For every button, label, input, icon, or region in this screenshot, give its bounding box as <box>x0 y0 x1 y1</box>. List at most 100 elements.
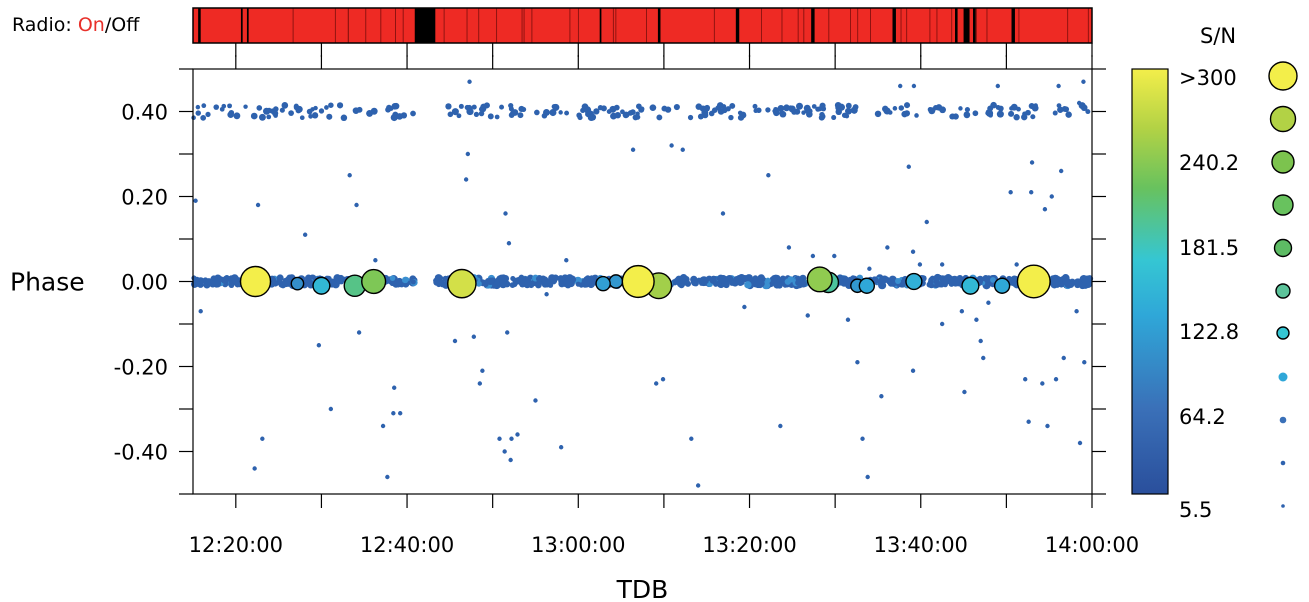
scatter-point <box>744 281 752 289</box>
scatter-point <box>1063 279 1071 287</box>
scatter-point <box>517 112 524 119</box>
scatter-point <box>250 112 258 120</box>
high-sn-point <box>905 272 923 291</box>
scatter-point <box>995 83 1001 89</box>
scatter-point <box>771 274 778 282</box>
scatter-point <box>805 313 810 318</box>
scatter-point <box>483 102 490 109</box>
scatter-point <box>552 103 560 111</box>
scatter-point <box>227 111 234 118</box>
scatter-point <box>776 281 783 289</box>
colorbar-title: S/N <box>1200 24 1236 48</box>
scatter-point <box>316 343 322 348</box>
scatter-point <box>886 279 892 285</box>
scatter-point <box>990 277 996 283</box>
scatter-point <box>986 300 991 305</box>
scatter-point <box>811 104 817 109</box>
y-tick-label: 0.00 <box>121 271 168 295</box>
scatter-point <box>205 111 211 118</box>
scatter-point <box>1082 360 1087 365</box>
scatter-point <box>721 104 727 110</box>
scatter-point <box>463 177 469 182</box>
high-sn-point <box>858 277 876 294</box>
scatter-point <box>582 277 590 286</box>
scatter-point <box>233 112 241 120</box>
scatter-point <box>963 111 969 117</box>
scatter-point <box>639 106 645 111</box>
high-sn-point <box>621 264 655 299</box>
scatter-point <box>910 249 916 254</box>
scatter-point <box>860 436 865 441</box>
scatter-point <box>779 110 785 116</box>
scatter-point <box>914 113 919 118</box>
high-sn-point <box>239 265 272 298</box>
scatter-point <box>845 317 851 322</box>
scatter-point <box>396 113 403 120</box>
scatter-point <box>395 278 403 286</box>
scatter-point <box>270 279 278 287</box>
scatter-point <box>302 232 308 237</box>
scatter-point <box>228 282 235 289</box>
scatter-point <box>765 277 771 284</box>
scatter-point <box>1029 160 1035 165</box>
scatter-point <box>497 436 502 441</box>
scatter-point <box>939 106 946 114</box>
scatter-point <box>380 423 386 429</box>
scatter-point <box>810 253 816 259</box>
scatter-point <box>214 280 222 288</box>
scatter-point <box>373 258 378 263</box>
scatter-point <box>987 105 994 112</box>
colorbar-tick-label: 122.8 <box>1179 320 1239 344</box>
scatter-point <box>258 113 266 121</box>
scatter-point <box>1010 103 1018 111</box>
scatter-point <box>392 102 400 110</box>
scatter-point <box>673 104 680 111</box>
scatter-point <box>306 108 313 115</box>
scatter-point <box>901 110 908 118</box>
scatter-point <box>910 368 916 373</box>
scatter-point <box>193 198 198 203</box>
scatter-point <box>962 389 967 395</box>
scatter-point <box>389 275 396 281</box>
scatter-point <box>630 147 636 152</box>
scatter-point <box>1045 423 1050 429</box>
y-tick-label: -0.20 <box>114 356 168 380</box>
scatter-point <box>509 436 514 441</box>
scatter-point <box>299 115 305 121</box>
radio-off-segment <box>892 8 896 43</box>
scatter-point <box>725 275 734 284</box>
high-sn-point <box>608 274 624 289</box>
scatter-point <box>653 381 659 386</box>
scatter-point <box>669 143 674 148</box>
size-legend-marker <box>1273 238 1293 258</box>
scatter-point <box>1085 109 1091 115</box>
scatter-point <box>855 360 860 365</box>
scatter-point <box>198 309 203 314</box>
size-legend-marker <box>1272 194 1294 216</box>
size-legend-marker <box>1275 283 1291 299</box>
scatter-point <box>243 104 248 109</box>
scatter-point <box>328 102 334 108</box>
scatter-point <box>552 274 559 282</box>
scatter-point <box>911 83 917 89</box>
scatter-point <box>1031 104 1039 112</box>
high-sn-point <box>595 275 611 292</box>
colorbar-tick-label: 240.2 <box>1179 151 1239 175</box>
scatter-point <box>465 151 471 157</box>
radio-off-segment <box>811 8 815 43</box>
scatter-point <box>541 113 548 119</box>
scatter-point <box>926 281 933 288</box>
scatter-point <box>985 110 991 116</box>
scatter-point <box>473 111 480 118</box>
scatter-point <box>230 274 239 283</box>
scatter-point <box>282 280 290 288</box>
scatter-point <box>576 112 582 118</box>
scatter-point <box>492 281 501 290</box>
high-sn-point <box>806 266 833 293</box>
scatter-point <box>593 108 600 115</box>
scatter-point <box>928 107 936 115</box>
scatter-point <box>949 113 956 120</box>
colorbar-tick-label: 64.2 <box>1179 405 1226 429</box>
radio-off-segment <box>198 8 201 43</box>
